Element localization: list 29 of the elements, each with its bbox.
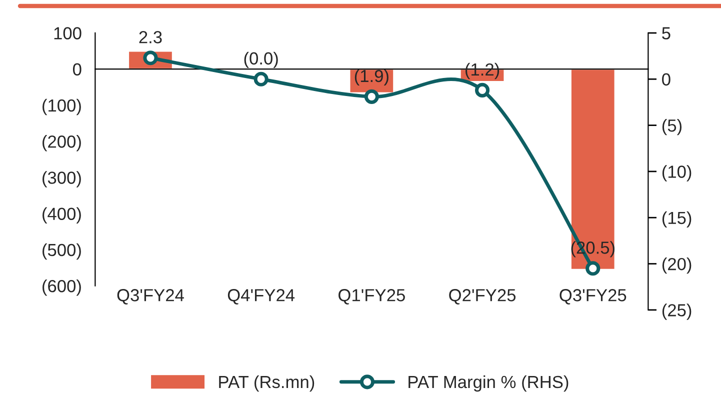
- data-label: (0.0): [244, 52, 278, 68]
- y2-tick-label: (10): [662, 165, 692, 182]
- y-tick-label: (100): [42, 98, 81, 116]
- y2-tick-label: (25): [662, 304, 692, 320]
- y-tick-label: 100: [54, 27, 82, 40]
- point: [254, 72, 268, 86]
- x-tick-label: Q1'FY25: [338, 289, 405, 304]
- x-tick-label: Q2'FY25: [449, 289, 516, 304]
- data-label: 2.3: [139, 31, 162, 44]
- y-tick-label: (500): [42, 243, 81, 260]
- y2-tick-label: 0: [662, 73, 670, 86]
- x-tick-label: Q3'FY24: [117, 289, 184, 304]
- y2-tick-label: 5: [662, 27, 670, 40]
- y-tick-label: 0: [73, 63, 82, 76]
- x-tick-label: Q3'FY25: [560, 289, 626, 304]
- y-tick-label: (300): [42, 171, 81, 188]
- y-tick-label: (400): [42, 207, 81, 224]
- y-tick-label: (600): [42, 280, 81, 296]
- y2-tick-label: (20): [662, 257, 692, 274]
- y2-tick-label: (5): [662, 119, 682, 136]
- x-tick-label: Q4'FY24: [228, 289, 295, 304]
- legend-label: PAT Margin % (RHS): [408, 375, 568, 392]
- point: [586, 261, 600, 276]
- legend-label: PAT (Rs.mn): [219, 375, 314, 392]
- y2-tick-label: (15): [662, 211, 692, 228]
- point: [364, 89, 379, 104]
- y-tick-label: (200): [42, 135, 81, 152]
- point: [474, 82, 490, 98]
- data-label: (1.9): [354, 69, 388, 86]
